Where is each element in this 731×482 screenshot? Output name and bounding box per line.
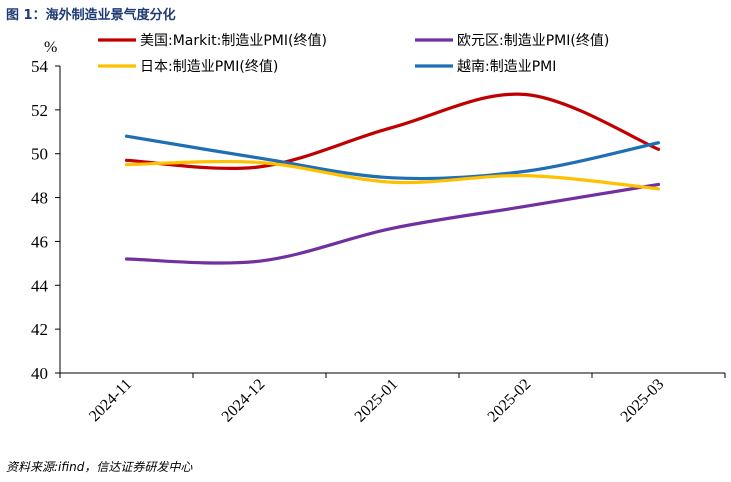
legend-label-eu: 欧元区:制造业PMI(终值) <box>457 33 609 49</box>
y-tick-label: 44 <box>31 276 49 295</box>
y-unit-label: % <box>44 39 57 56</box>
chart-legend: 美国:Markit:制造业PMI(终值) 欧元区:制造业PMI(终值) 日本:制造业… <box>98 33 609 75</box>
y-tick-label: 50 <box>31 145 48 164</box>
line-chart: % 40 42 44 46 48 50 52 54 2024-11 2024-12 2025-01 2… <box>31 33 726 426</box>
x-tick-label: 2025-01 <box>352 376 402 426</box>
y-tick-label: 48 <box>31 189 48 208</box>
y-tick-label: 40 <box>31 364 48 383</box>
y-tick-label: 54 <box>31 57 49 76</box>
y-tick-label: 52 <box>31 101 48 120</box>
tick-labels: 40 42 44 46 48 50 52 54 2024-11 2024-12 2025-01 202… <box>31 57 667 426</box>
source-note: 资料来源:ifind，信达证券研发中心 <box>6 460 193 474</box>
x-tick-label: 2025-03 <box>618 376 668 426</box>
series-line-us <box>124 92 661 170</box>
figure-title: 图 1：海外制造业景气度分化 <box>6 8 176 23</box>
series-line-eu <box>124 182 661 265</box>
x-tick-label: 2024-12 <box>219 376 269 426</box>
y-tick-label: 46 <box>31 232 48 251</box>
series-line-jp <box>124 159 661 191</box>
series-lines <box>124 92 661 265</box>
x-tick-label: 2025-02 <box>485 376 535 426</box>
legend-label-jp: 日本:制造业PMI(终值) <box>140 59 278 75</box>
legend-label-us: 美国:Markit:制造业PMI(终值) <box>140 33 327 49</box>
chart-axes <box>55 65 726 378</box>
legend-label-vn: 越南:制造业PMI <box>457 59 556 75</box>
x-tick-label: 2024-11 <box>86 376 135 425</box>
y-tick-label: 42 <box>31 320 48 339</box>
series-line-vn <box>124 134 661 181</box>
